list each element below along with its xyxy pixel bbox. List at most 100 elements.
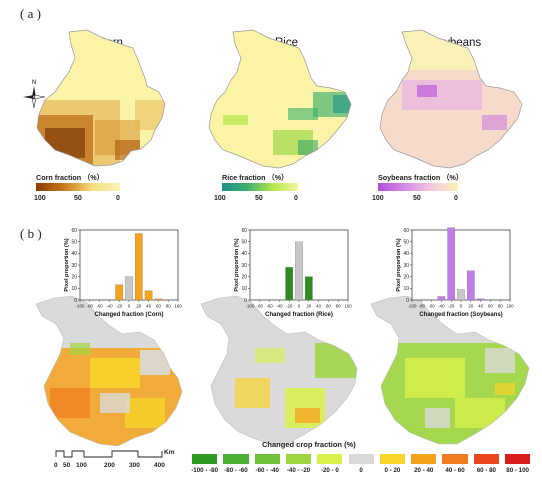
legend-label: -80 - -60 bbox=[224, 467, 248, 474]
soybeans-change-histogram: 0 10 20 30 40 50 60 -100 -80 -60 -40 -20 0 20 40 60 80 10… bbox=[396, 227, 514, 318]
histogram-bar bbox=[144, 290, 153, 301]
y-tick-label: 20 bbox=[403, 274, 409, 280]
x-tick-label: 60 bbox=[488, 304, 493, 309]
y-axis-label: Pixel proportion (%) bbox=[234, 238, 240, 291]
y-axis-label: Pixel proportion (%) bbox=[396, 238, 402, 291]
corn-colorbar-tick: 100 bbox=[34, 195, 46, 202]
scale-bar-tick: 100 bbox=[76, 462, 87, 469]
y-tick-label: 40 bbox=[241, 251, 247, 257]
scale-bar-tick: 300 bbox=[129, 462, 140, 469]
legend-swatch bbox=[192, 454, 218, 464]
rice-colorbar bbox=[222, 183, 298, 191]
x-tick-label: -40 bbox=[106, 304, 113, 309]
x-tick-label: 100 bbox=[506, 304, 514, 309]
corn-change-histogram: 0 10 20 30 40 50 60 -100 -80 -60 -40 -20 0 20 40 60 80 10… bbox=[64, 228, 182, 318]
legend-label: 80 - 100 bbox=[506, 467, 529, 474]
panel-a-label: ( a ) bbox=[20, 6, 41, 21]
x-tick-label: -80 bbox=[87, 304, 94, 309]
rice-change-map bbox=[200, 295, 358, 445]
x-tick-label: 0 bbox=[128, 304, 131, 309]
x-tick-label: -60 bbox=[96, 304, 103, 309]
y-tick-label: 50 bbox=[403, 239, 409, 245]
legend-label: 60 - 80 bbox=[476, 467, 496, 474]
x-tick-label: 40 bbox=[478, 304, 483, 309]
y-tick-label: 10 bbox=[241, 286, 247, 292]
x-tick-label: 80 bbox=[498, 304, 503, 309]
legend-swatch bbox=[254, 454, 280, 464]
y-tick-label: 30 bbox=[241, 263, 247, 269]
soybeans-colorbar-tick: 0 bbox=[454, 195, 458, 202]
x-tick-label: -80 bbox=[419, 304, 426, 309]
x-tick-label: 40 bbox=[316, 304, 321, 309]
x-tick-label: 100 bbox=[174, 304, 182, 309]
y-tick-label: 30 bbox=[403, 263, 409, 269]
histogram-bar bbox=[115, 284, 124, 301]
legend-swatch bbox=[223, 454, 249, 464]
legend-swatch bbox=[442, 454, 468, 464]
soybeans-change-map bbox=[370, 295, 530, 445]
corn-colorbar bbox=[36, 183, 120, 191]
y-tick-label: 30 bbox=[71, 263, 77, 269]
x-tick-label: 60 bbox=[326, 304, 331, 309]
y-tick-label: 40 bbox=[71, 251, 77, 257]
rice-colorbar-tick: 50 bbox=[255, 195, 263, 202]
scale-bar-tick: 200 bbox=[104, 462, 115, 469]
x-axis-label: Changed fraction (Corn) bbox=[95, 312, 164, 318]
change-legend: -100 - -80 -80 - -60 -60 - -40 -40 - -20 -20… bbox=[190, 454, 535, 478]
legend-swatch bbox=[285, 454, 312, 464]
scale-bar-tick: 0 bbox=[54, 462, 58, 469]
x-axis-label: Changed fraction (Rice) bbox=[265, 312, 333, 318]
y-tick-label: 0 bbox=[74, 298, 77, 304]
y-tick-label: 0 bbox=[244, 298, 247, 304]
legend-label: 20 - 40 bbox=[414, 467, 434, 474]
histogram-bar bbox=[285, 267, 294, 301]
x-tick-label: -80 bbox=[257, 304, 264, 309]
soybeans-colorbar-tick: 50 bbox=[413, 195, 421, 202]
x-tick-label: -40 bbox=[276, 304, 283, 309]
scale-bar bbox=[55, 450, 163, 458]
soybeans-fraction-map bbox=[379, 29, 523, 169]
north-arrow-icon: N bbox=[23, 80, 46, 109]
x-tick-label: -100 bbox=[408, 304, 417, 309]
legend-label: -60 - -40 bbox=[255, 467, 279, 474]
rice-colorbar-tick: 100 bbox=[214, 195, 226, 202]
x-tick-label: 40 bbox=[146, 304, 151, 309]
legend-label: 0 bbox=[359, 467, 363, 474]
y-axis-label: Pixel proportion (%) bbox=[64, 238, 70, 291]
histogram-bar bbox=[457, 289, 465, 301]
legend-label: -40 - -20 bbox=[286, 467, 311, 474]
x-tick-label: 20 bbox=[468, 304, 473, 309]
legend-swatch bbox=[411, 454, 437, 464]
corn-colorbar-tick: 0 bbox=[116, 195, 120, 202]
x-tick-label: -60 bbox=[428, 304, 435, 309]
y-tick-label: 20 bbox=[241, 274, 247, 280]
legend-label: -100 - -80 bbox=[191, 467, 219, 474]
y-tick-label: 60 bbox=[71, 228, 77, 234]
scale-bar-unit: Km bbox=[164, 449, 175, 456]
soybeans-colorbar-tick: 100 bbox=[372, 195, 384, 202]
panel-b-label: ( b ) bbox=[20, 226, 42, 241]
rice-change-histogram: 0 10 20 30 40 50 60 -100 -80 -60 -40 -20 0 20 40 60 80 10… bbox=[234, 228, 352, 318]
histogram-bar bbox=[154, 298, 163, 301]
x-axis-label: Changed fraction (Soybeans) bbox=[419, 312, 502, 318]
x-tick-label: 80 bbox=[166, 304, 171, 309]
histogram-bar bbox=[125, 276, 133, 301]
legend-label: -20 - 0 bbox=[320, 467, 339, 474]
corn-colorbar-tick: 50 bbox=[74, 195, 82, 202]
y-tick-label: 60 bbox=[241, 228, 247, 234]
scale-bar-tick: 400 bbox=[154, 462, 165, 469]
scale-bar-tick: 50 bbox=[63, 462, 71, 469]
legend-label: 0 - 20 bbox=[384, 467, 401, 474]
x-tick-label: -20 bbox=[448, 304, 455, 309]
legend-swatch bbox=[505, 454, 531, 464]
plot-frame bbox=[411, 229, 511, 301]
corn-fraction-map bbox=[36, 29, 166, 167]
x-tick-label: 80 bbox=[336, 304, 341, 309]
x-tick-label: 0 bbox=[460, 304, 463, 309]
legend-label: 40 - 60 bbox=[445, 467, 465, 474]
rice-fraction-map bbox=[208, 29, 352, 169]
y-tick-label: 60 bbox=[403, 228, 409, 234]
y-tick-label: 50 bbox=[241, 239, 247, 245]
x-tick-label: -100 bbox=[246, 304, 255, 309]
x-tick-label: -40 bbox=[438, 304, 445, 309]
